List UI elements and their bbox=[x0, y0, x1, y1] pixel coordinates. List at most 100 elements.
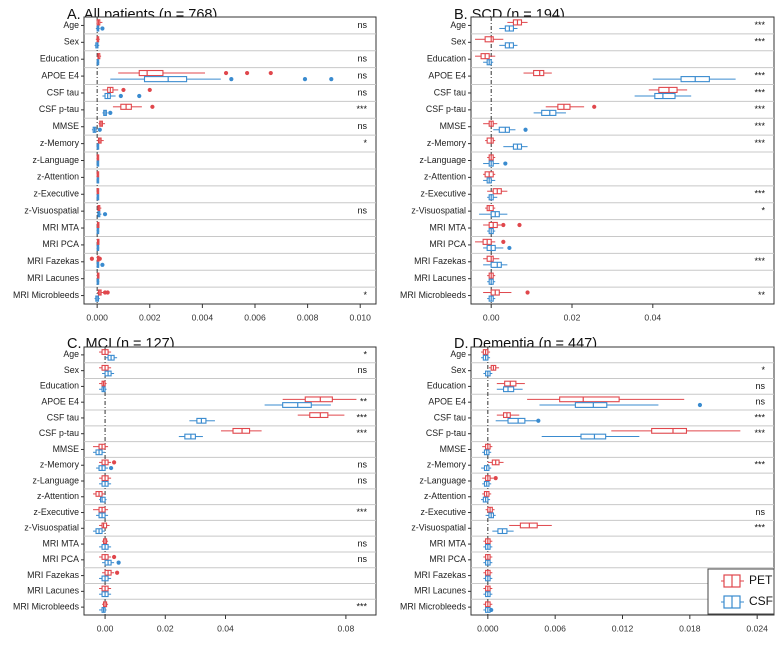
y-axis-label: z-Memory bbox=[40, 138, 80, 148]
pet-box bbox=[496, 412, 520, 419]
box-iqr bbox=[498, 126, 510, 133]
pet-box bbox=[488, 364, 500, 371]
significance-label: ns bbox=[357, 206, 367, 216]
pet-box bbox=[483, 255, 500, 262]
csf-box bbox=[96, 244, 100, 252]
x-tick-label: 0.000 bbox=[477, 623, 499, 633]
box-iqr bbox=[580, 433, 607, 440]
csf-box bbox=[94, 295, 100, 302]
csf-box bbox=[189, 417, 215, 424]
csf-box bbox=[503, 143, 528, 150]
csf-box bbox=[93, 449, 106, 456]
pet-box bbox=[97, 289, 110, 296]
significance-label: *** bbox=[754, 37, 765, 47]
pet-box bbox=[485, 205, 496, 212]
significance-label: *** bbox=[754, 256, 765, 266]
y-axis-label: z-Executive bbox=[421, 189, 467, 199]
y-axis-label: Sex bbox=[451, 37, 467, 47]
box-iqr bbox=[486, 255, 494, 262]
y-axis-label: MRI Microbleeds bbox=[400, 290, 467, 300]
significance-label: * bbox=[363, 138, 367, 148]
csf-box bbox=[483, 177, 496, 184]
x-tick-label: 0.012 bbox=[612, 623, 634, 633]
significance-label: *** bbox=[754, 87, 765, 97]
pet-box bbox=[99, 522, 110, 529]
outlier-point bbox=[100, 26, 105, 31]
csf-box bbox=[483, 160, 508, 167]
pet-box bbox=[89, 255, 102, 262]
y-axis-label: CSF tau bbox=[47, 412, 79, 422]
csf-box bbox=[481, 465, 492, 471]
x-tick-label: 0.002 bbox=[139, 312, 161, 322]
pet-box bbox=[475, 53, 496, 60]
box-iqr bbox=[654, 92, 676, 100]
y-axis-label: MMSE bbox=[53, 121, 80, 131]
csf-box bbox=[96, 278, 100, 285]
pet-box bbox=[611, 427, 741, 434]
y-axis-label: Education bbox=[427, 381, 466, 391]
pet-box bbox=[483, 221, 522, 229]
outlier-point bbox=[112, 460, 117, 465]
y-axis-label: Education bbox=[40, 381, 79, 391]
pet-box bbox=[509, 522, 552, 529]
pet-box bbox=[545, 103, 597, 110]
box-iqr bbox=[490, 261, 502, 268]
outlier-point bbox=[517, 222, 522, 228]
outlier-point bbox=[244, 70, 250, 76]
pet-box bbox=[97, 205, 102, 212]
csf-box bbox=[485, 512, 496, 519]
y-axis-label: MRI PCA bbox=[429, 239, 466, 249]
y-axis-label: z-Executive bbox=[421, 507, 467, 517]
box-iqr bbox=[232, 427, 251, 434]
csf-box bbox=[99, 480, 112, 487]
legend-item-csf: CSF bbox=[721, 594, 773, 609]
y-axis-label: z-Visuospatial bbox=[411, 523, 466, 533]
significance-label: ns bbox=[357, 70, 367, 80]
significance-label: ns bbox=[357, 121, 367, 131]
outlier-point bbox=[150, 104, 155, 109]
y-axis-label: Sex bbox=[451, 365, 467, 375]
csf-box bbox=[91, 126, 102, 133]
x-tick-label: 0.006 bbox=[244, 312, 266, 322]
pet-box bbox=[527, 396, 685, 403]
csf-box bbox=[110, 76, 334, 83]
y-axis-label: z-Language bbox=[420, 475, 467, 485]
y-axis-label: MRI Fazekas bbox=[414, 570, 466, 580]
outlier-point bbox=[503, 161, 508, 166]
x-tick-label: 0.00 bbox=[97, 623, 114, 633]
pet-box bbox=[483, 601, 493, 608]
outlier-point bbox=[112, 554, 117, 560]
csf-box bbox=[533, 109, 566, 116]
box-iqr bbox=[486, 137, 494, 144]
y-axis-label: z-Visuospatial bbox=[24, 523, 79, 533]
y-axis-label: MRI PCA bbox=[42, 239, 79, 249]
csf-box bbox=[96, 59, 100, 66]
outlier-point bbox=[223, 70, 229, 76]
csf-box bbox=[481, 354, 491, 361]
significance-label: * bbox=[363, 349, 367, 359]
csf-box bbox=[652, 76, 736, 83]
y-axis-label: CSF p-tau bbox=[39, 104, 79, 114]
y-axis-label: MRI Lacunes bbox=[414, 586, 466, 596]
y-axis-label: z-Attention bbox=[37, 491, 79, 501]
significance-label: * bbox=[363, 290, 367, 300]
csf-box bbox=[634, 92, 692, 100]
y-axis-label: MRI MTA bbox=[43, 538, 80, 548]
csf-box bbox=[99, 386, 107, 393]
pet-box bbox=[96, 188, 100, 195]
outlier-point bbox=[102, 212, 108, 217]
pet-box bbox=[99, 554, 117, 560]
outlier-point bbox=[121, 87, 126, 93]
outlier-point bbox=[302, 77, 308, 82]
significance-label: *** bbox=[754, 189, 765, 199]
y-axis-label: Sex bbox=[64, 37, 80, 47]
y-axis-label: MRI Lacunes bbox=[27, 586, 79, 596]
y-axis-label: MRI Fazekas bbox=[414, 256, 466, 266]
box-iqr bbox=[101, 522, 108, 529]
y-axis-label: z-Memory bbox=[40, 460, 80, 470]
pet-box bbox=[96, 171, 100, 178]
y-axis-label: z-Executive bbox=[34, 189, 80, 199]
outlier-point bbox=[507, 245, 512, 251]
significance-label: *** bbox=[754, 121, 765, 131]
pet-box bbox=[487, 188, 508, 195]
